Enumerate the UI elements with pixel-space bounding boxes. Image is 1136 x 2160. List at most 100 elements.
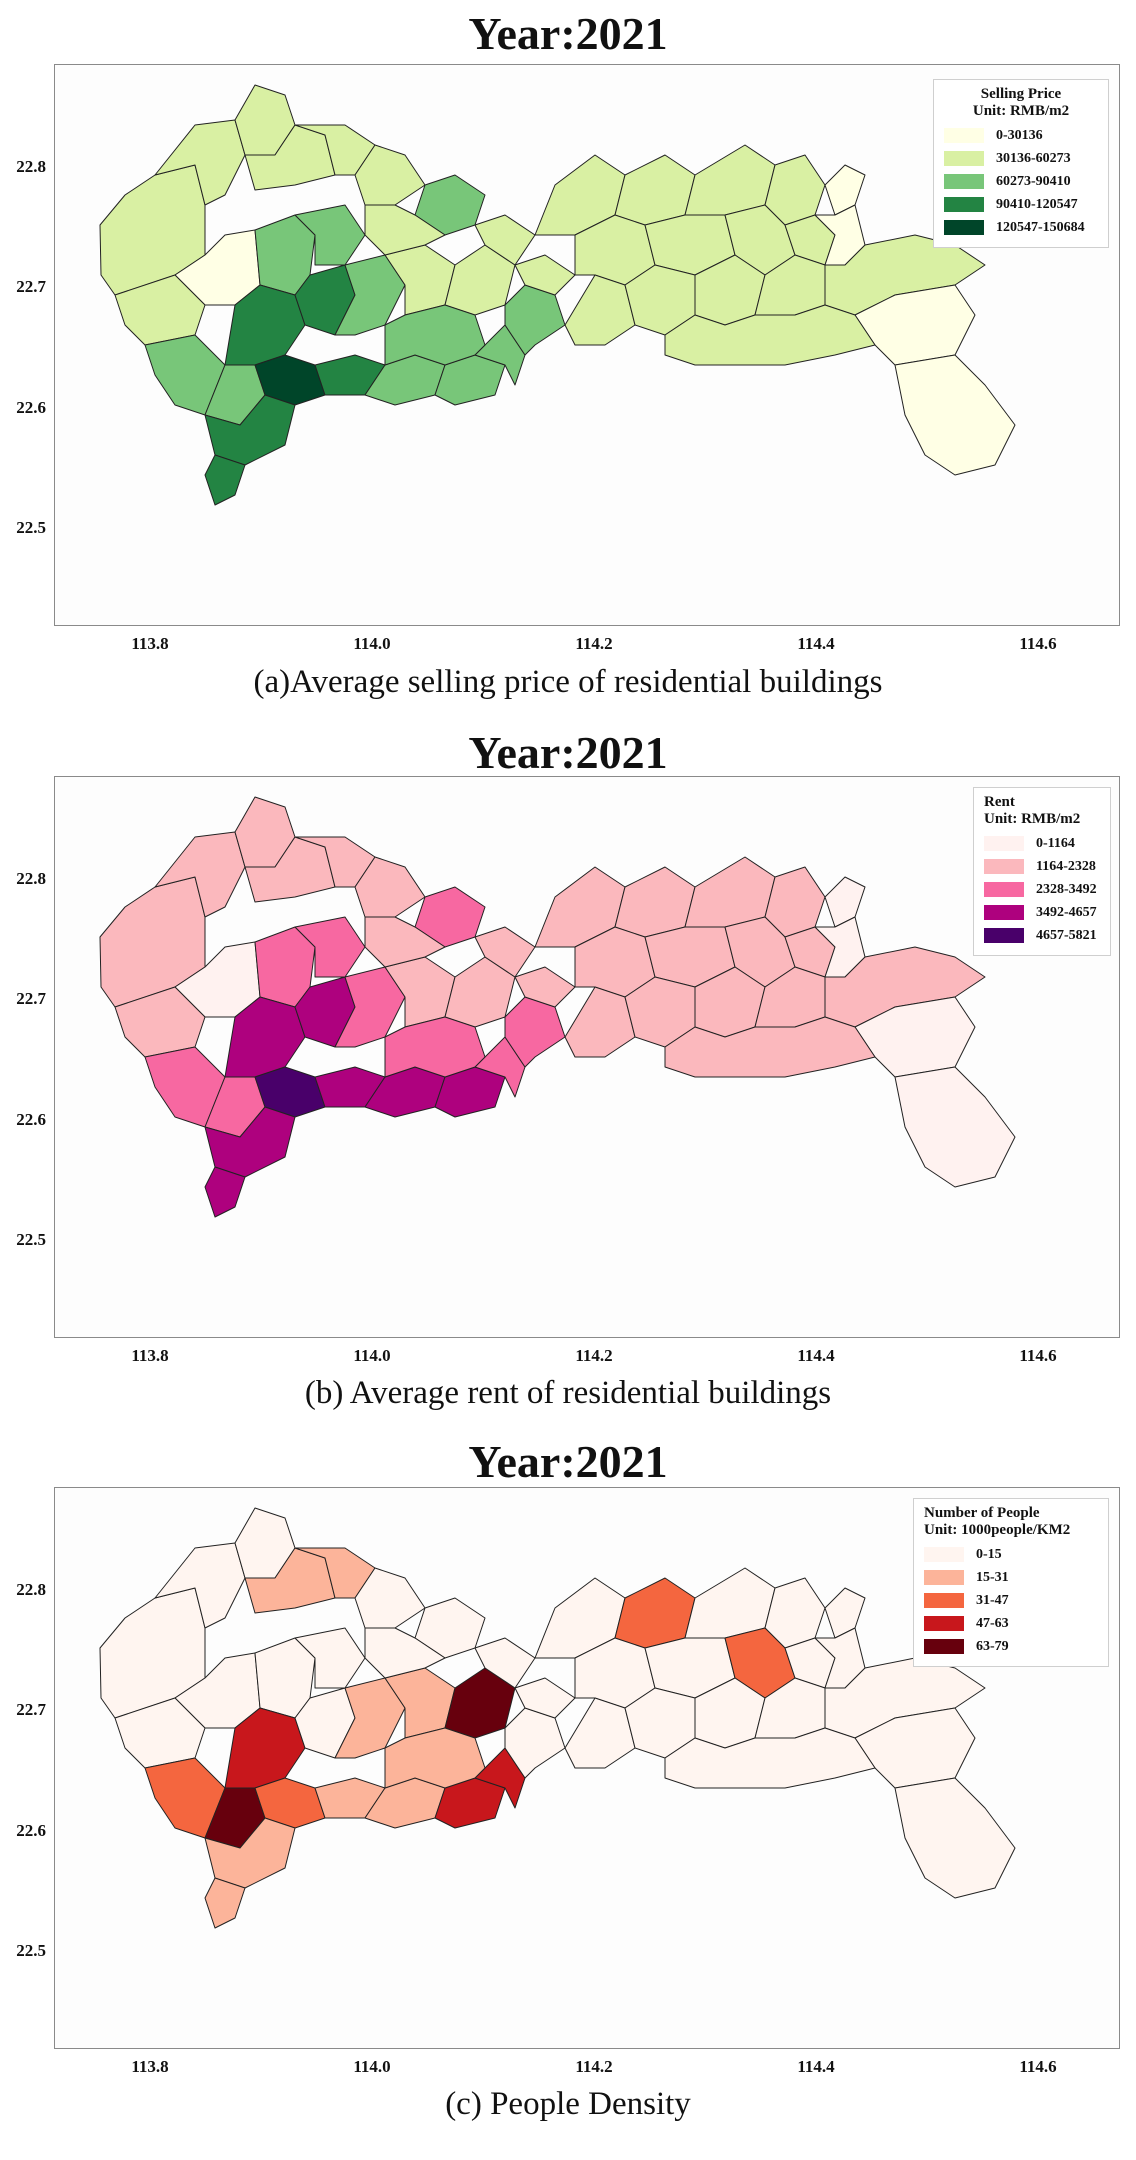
district-longgang-n2: [614, 1577, 696, 1649]
district-central-n: [514, 966, 576, 1008]
legend-label: 0-30136: [996, 127, 1043, 143]
district-mid-a: [364, 916, 446, 968]
district-pingshan-n: [824, 164, 866, 216]
district-nanshan-s2: [204, 1166, 246, 1218]
legend-swatch: [924, 1639, 964, 1654]
district-dapeng-n: [854, 1707, 976, 1789]
district-longgang-n2: [614, 866, 696, 938]
choropleth-map: [99, 84, 1016, 506]
district-nw-coast: [99, 1587, 206, 1719]
district-nw-upper: [154, 1542, 246, 1629]
district-nw-coast: [99, 876, 206, 1008]
legend-title: Number of People: [924, 1505, 1040, 1521]
legend-unit: Unit: 1000people/KM2: [924, 1522, 1071, 1538]
district-mid-a: [364, 1627, 446, 1679]
x-tick-label: 114.4: [797, 634, 835, 653]
legend-item: 0-1164: [984, 832, 1100, 855]
district-central-n: [514, 254, 576, 296]
legend-label: 0-15: [976, 1546, 1002, 1562]
x-tick-label: 113.8: [131, 634, 169, 653]
map-title: Year:2021: [468, 1436, 668, 1487]
x-tick-label: 114.2: [575, 634, 613, 653]
legend-item: 0-30136: [944, 124, 1098, 147]
legend-label: 15-31: [976, 1569, 1009, 1585]
x-tick-label: 114.2: [575, 2057, 613, 2076]
legend-swatch: [924, 1616, 964, 1631]
district-longgang-s: [384, 304, 486, 366]
figure-caption: (b) Average rent of residential building…: [304, 1375, 832, 1411]
legend-item: 90410-120547: [944, 193, 1098, 216]
legend-label: 2328-3492: [1036, 881, 1097, 897]
district-dapeng-n: [854, 284, 976, 366]
legend: Number of People Unit: 1000people/KM2 0-…: [913, 1498, 1109, 1667]
legend-label: 60273-90410: [996, 173, 1071, 189]
legend-item: 120547-150684: [944, 216, 1098, 239]
district-longgang-s: [384, 1016, 486, 1078]
legend-swatch: [984, 836, 1024, 851]
x-tick-label: 114.2: [575, 1346, 613, 1365]
district-nw-upper: [154, 831, 246, 918]
map-title: Year:2021: [468, 8, 668, 59]
y-tick-label: 22.7: [16, 277, 46, 296]
legend: Selling Price Unit: RMB/m2 0-30136 30136…: [933, 79, 1109, 248]
legend-label: 63-79: [976, 1638, 1009, 1654]
district-longgang-s: [384, 1727, 486, 1789]
figure-caption: (c) People Density: [445, 2086, 691, 2122]
legend-unit: Unit: RMB/m2: [972, 103, 1070, 119]
legend-item: 31-47: [924, 1589, 1098, 1612]
district-central-n: [514, 1677, 576, 1719]
legend-swatch: [984, 905, 1024, 920]
legend-swatch: [984, 882, 1024, 897]
district-dapeng-s: [894, 354, 1016, 476]
district-longgang-s1: [564, 986, 636, 1058]
legend-swatch: [944, 151, 984, 166]
legend-item: 1164-2328: [984, 855, 1100, 878]
district-nw-upper: [154, 119, 246, 206]
legend-swatch: [924, 1547, 964, 1562]
x-tick-label: 114.0: [353, 634, 391, 653]
legend: Rent Unit: RMB/m2 0-1164 1164-2328 2328-…: [973, 787, 1111, 956]
y-tick-label: 22.8: [16, 157, 46, 176]
legend-item: 30136-60273: [944, 147, 1098, 170]
x-tick-label: 114.6: [1019, 2057, 1057, 2076]
legend-label: 120547-150684: [996, 219, 1085, 235]
x-tick-label: 114.4: [797, 1346, 835, 1365]
district-yantian: [664, 304, 876, 366]
y-tick-label: 22.6: [16, 1110, 46, 1129]
x-tick-label: 114.6: [1019, 634, 1057, 653]
district-nw-coast: [99, 164, 206, 296]
district-dapeng-s: [894, 1066, 1016, 1188]
district-luohu-e: [474, 324, 526, 386]
legend-label: 30136-60273: [996, 150, 1071, 166]
legend-item: 47-63: [924, 1612, 1098, 1635]
legend-item: 63-79: [924, 1635, 1098, 1658]
map-frame: Number of People Unit: 1000people/KM2 0-…: [54, 1487, 1120, 2049]
y-tick-label: 22.8: [16, 869, 46, 888]
district-longgang-s1: [564, 1697, 636, 1769]
district-dapeng-n: [854, 996, 976, 1078]
legend-swatch: [944, 220, 984, 235]
x-tick-label: 114.0: [353, 1346, 391, 1365]
legend-swatch: [984, 859, 1024, 874]
map-frame: Selling Price Unit: RMB/m2 0-30136 30136…: [54, 64, 1120, 626]
y-tick-label: 22.5: [16, 1230, 46, 1249]
district-luohu-e: [474, 1747, 526, 1809]
district-yantian: [664, 1727, 876, 1789]
legend-label: 90410-120547: [996, 196, 1078, 212]
legend-label: 47-63: [976, 1615, 1009, 1631]
legend-swatch: [944, 128, 984, 143]
x-tick-label: 114.4: [797, 2057, 835, 2076]
district-longgang-n2: [614, 154, 696, 226]
y-tick-label: 22.6: [16, 1821, 46, 1840]
x-tick-label: 114.0: [353, 2057, 391, 2076]
district-nanshan-s2: [204, 1877, 246, 1929]
y-tick-label: 22.6: [16, 398, 46, 417]
choropleth-map: [99, 796, 1016, 1218]
legend-swatch: [944, 197, 984, 212]
legend-label: 3492-4657: [1036, 904, 1097, 920]
legend-swatch: [924, 1593, 964, 1608]
legend-item: 60273-90410: [944, 170, 1098, 193]
legend-label: 0-1164: [1036, 835, 1075, 851]
legend-label: 31-47: [976, 1592, 1009, 1608]
legend-swatch: [944, 174, 984, 189]
